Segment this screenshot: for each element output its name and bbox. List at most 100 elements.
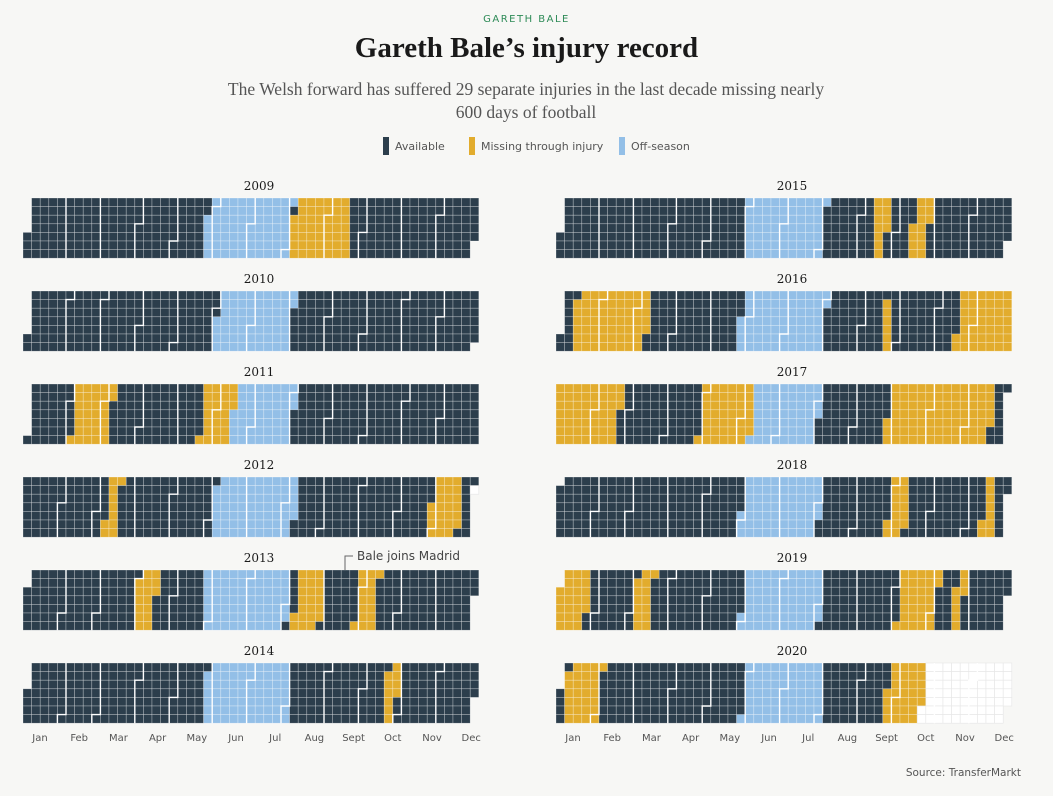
- day-cell: [349, 435, 359, 445]
- day-cell: [220, 409, 230, 419]
- day-cell: [82, 476, 93, 486]
- day-cell: [684, 400, 694, 411]
- day-cell: [151, 578, 161, 588]
- day-cell: [891, 679, 901, 690]
- day-cell: [392, 671, 402, 681]
- day-cell: [435, 249, 445, 259]
- day-cell: [272, 223, 282, 233]
- day-cell: [607, 671, 617, 681]
- day-cell: [186, 621, 196, 631]
- day-cell: [332, 714, 342, 724]
- day-cell: [315, 383, 325, 393]
- day-cell: [409, 662, 419, 672]
- day-cell: [891, 409, 901, 419]
- day-cell: [254, 249, 265, 259]
- day-cell: [710, 333, 720, 343]
- day-cell: [31, 409, 41, 419]
- day-cell: [633, 325, 643, 335]
- day-cell: [985, 586, 995, 597]
- day-cell: [151, 409, 161, 419]
- day-cell: [263, 392, 273, 402]
- day-cell: [744, 426, 755, 436]
- month-boundary: [400, 384, 411, 445]
- day-cell: [315, 307, 325, 318]
- day-cell: [624, 307, 634, 318]
- day-cell: [237, 197, 247, 207]
- day-cell: [358, 214, 368, 225]
- day-cell: [306, 662, 316, 672]
- day-cell: [770, 511, 780, 521]
- day-cell: [555, 519, 565, 529]
- day-cell: [409, 612, 419, 622]
- day-cell: [848, 604, 858, 614]
- day-cell: [985, 485, 995, 495]
- day-cell: [590, 485, 600, 495]
- day-cell: [770, 528, 780, 538]
- day-cell: [787, 435, 798, 445]
- day-cell: [392, 299, 402, 309]
- day-cell: [82, 418, 93, 428]
- day-cell: [332, 307, 342, 318]
- day-cell: [74, 604, 84, 614]
- day-cell: [186, 511, 196, 521]
- day-cell: [435, 197, 445, 207]
- day-cell: [891, 662, 901, 672]
- month-boundary: [91, 570, 102, 631]
- day-cell: [229, 435, 239, 445]
- day-cell: [899, 604, 909, 614]
- day-cell: [194, 697, 204, 707]
- day-cell: [934, 333, 944, 343]
- day-cell: [151, 392, 161, 402]
- day-cell: [830, 519, 841, 529]
- day-cell: [57, 316, 67, 326]
- day-cell: [401, 569, 411, 579]
- day-cell: [392, 400, 402, 411]
- day-cell: [306, 714, 316, 724]
- day-cell: [31, 290, 41, 300]
- day-cell: [736, 705, 746, 715]
- day-cell: [667, 307, 677, 318]
- day-cell: [873, 511, 884, 521]
- day-cell: [572, 476, 583, 486]
- day-cell: [358, 714, 368, 724]
- day-cell: [968, 519, 978, 529]
- day-cell: [366, 223, 376, 233]
- month-boundary: [778, 198, 789, 259]
- day-cell: [994, 705, 1004, 715]
- day-cell: [134, 383, 144, 393]
- day-cell: [925, 316, 935, 326]
- day-cell: [426, 223, 437, 233]
- day-cell: [340, 604, 351, 614]
- day-cell: [908, 232, 918, 242]
- day-cell: [641, 307, 651, 318]
- day-cell: [31, 214, 41, 225]
- day-cell: [805, 688, 815, 698]
- day-cell: [246, 418, 256, 428]
- day-cell: [865, 688, 875, 698]
- day-cell: [108, 476, 118, 486]
- day-cell: [615, 240, 626, 250]
- day-cell: [572, 586, 583, 597]
- day-cell: [641, 569, 651, 579]
- day-cell: [435, 400, 445, 411]
- day-cell: [633, 240, 643, 250]
- day-cell: [564, 249, 574, 259]
- day-cell: [409, 206, 419, 216]
- day-cell: [203, 223, 213, 233]
- day-cell: [280, 502, 290, 512]
- day-cell: [315, 249, 325, 259]
- day-cell: [882, 697, 892, 707]
- day-cell: [203, 409, 213, 419]
- day-cell: [340, 612, 351, 622]
- year-block-2014: 2014: [22, 644, 480, 724]
- day-cell: [272, 476, 282, 486]
- day-cell: [590, 426, 600, 436]
- day-cell: [289, 240, 299, 250]
- day-cell: [151, 476, 161, 486]
- day-cell: [211, 476, 222, 486]
- day-cell: [951, 232, 961, 242]
- day-cell: [91, 662, 101, 672]
- day-cell: [787, 249, 798, 259]
- day-cell: [615, 502, 626, 512]
- day-cell: [340, 476, 351, 486]
